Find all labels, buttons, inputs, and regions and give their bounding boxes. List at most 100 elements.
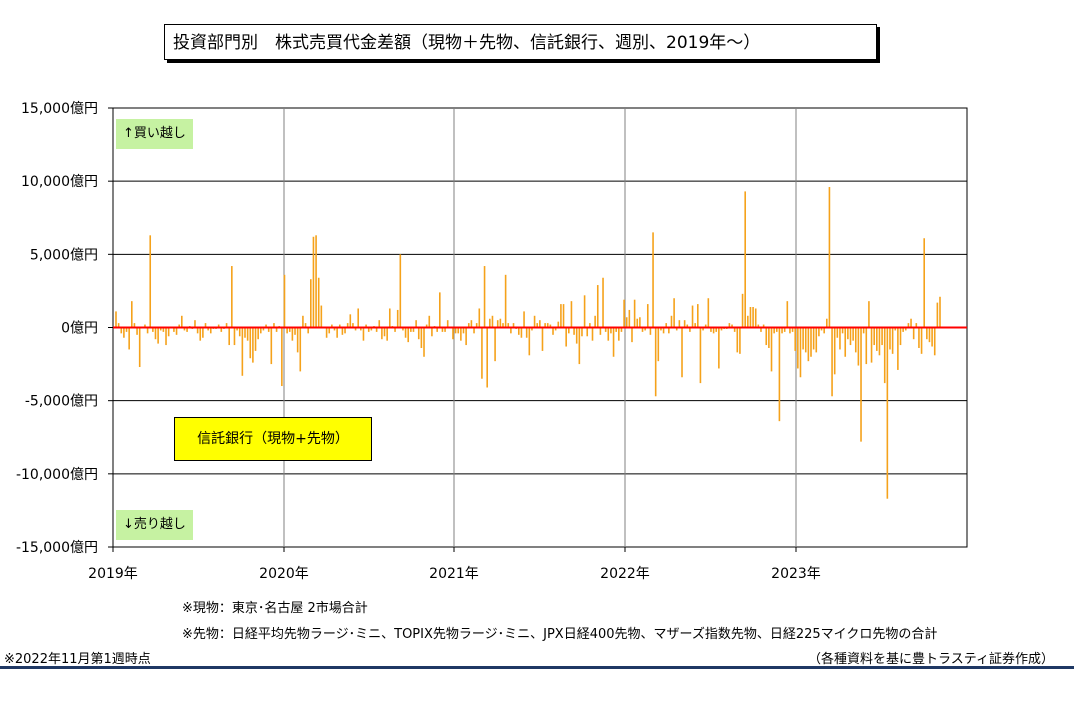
bar (209, 327, 212, 334)
bar (557, 321, 560, 328)
bar (144, 324, 146, 328)
bar (131, 301, 133, 328)
bar (346, 323, 349, 328)
bar (331, 324, 333, 328)
bar (489, 318, 491, 328)
bar (589, 323, 591, 328)
bar (699, 327, 702, 384)
y-tick-label: -15,000億円 (16, 540, 98, 556)
bar (639, 317, 641, 328)
bar (710, 327, 712, 332)
bar (133, 323, 136, 328)
bar (299, 327, 302, 372)
bar (478, 308, 481, 328)
bar (581, 327, 583, 337)
bar (804, 327, 807, 353)
bar (768, 327, 770, 348)
bar (123, 327, 125, 338)
bar (325, 327, 328, 338)
bar (394, 327, 396, 332)
bar (610, 327, 612, 334)
bar (546, 323, 549, 328)
bar (565, 327, 567, 347)
bar (525, 327, 528, 338)
bar (265, 324, 267, 328)
bar (697, 304, 699, 328)
bar (154, 327, 157, 340)
bar (594, 315, 596, 328)
bar (715, 327, 718, 332)
bar (246, 327, 249, 341)
bar (891, 327, 894, 354)
bar (652, 232, 654, 328)
bar (467, 323, 470, 328)
bar (915, 323, 918, 328)
bar (238, 327, 241, 337)
y-tick-label: -10,000億円 (16, 467, 98, 483)
bar (775, 327, 778, 332)
bar (868, 301, 870, 328)
bar (362, 327, 365, 341)
bar (618, 327, 620, 341)
bar (586, 327, 589, 337)
bar (789, 327, 791, 334)
bar (178, 324, 180, 328)
bar (259, 327, 262, 334)
bar (333, 327, 336, 331)
bar (783, 327, 786, 332)
bar (812, 327, 815, 350)
bar (583, 295, 586, 328)
bar (496, 320, 499, 328)
bar (388, 308, 391, 328)
bar (644, 327, 646, 331)
bar (646, 304, 649, 328)
bar (731, 324, 733, 328)
bar (270, 327, 273, 365)
bar (631, 327, 633, 343)
bar (683, 320, 686, 328)
bar (420, 327, 423, 348)
bar (739, 327, 741, 354)
bar (926, 327, 928, 340)
bar (691, 305, 694, 328)
bar (207, 327, 209, 331)
bar (231, 266, 233, 328)
bar (873, 327, 875, 346)
bar (928, 327, 931, 343)
bar (117, 323, 120, 328)
bar (794, 327, 797, 351)
bar (338, 324, 341, 328)
bar (510, 327, 512, 334)
bar (120, 327, 123, 334)
bar (152, 327, 154, 332)
bar (670, 315, 673, 328)
bar (512, 323, 515, 328)
bar (473, 327, 475, 334)
bar (357, 308, 359, 328)
bar (918, 327, 920, 348)
bar (560, 304, 562, 328)
bar (657, 327, 660, 362)
bar (649, 327, 652, 335)
bar (791, 327, 794, 332)
bar (315, 235, 317, 328)
bar (575, 327, 578, 344)
bar (336, 327, 338, 338)
bar (441, 327, 444, 332)
bar (183, 327, 186, 331)
bar (465, 327, 467, 346)
bar (870, 327, 873, 363)
bar (520, 327, 523, 338)
bar (307, 327, 309, 334)
bar (294, 327, 296, 335)
bar (417, 327, 420, 340)
buy-label: ↑買い越し (116, 119, 193, 149)
sell-label: ↓売り越し (116, 510, 193, 540)
bar (352, 323, 354, 328)
bar (675, 327, 678, 331)
bar (159, 327, 162, 331)
bar (507, 323, 510, 328)
bar (939, 296, 941, 328)
bar (291, 327, 294, 341)
